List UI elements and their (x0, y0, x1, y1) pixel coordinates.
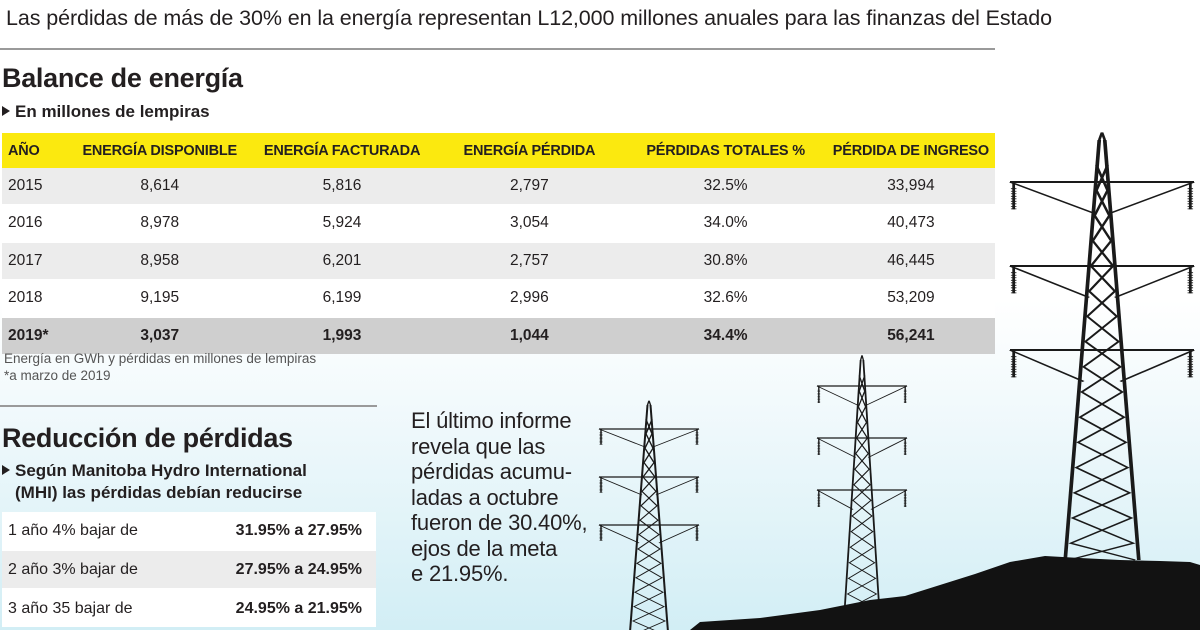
reduction-subtitle: Según Manitoba Hydro International (MHI)… (2, 460, 307, 504)
header-year: AÑO (2, 133, 70, 168)
header-available: ENERGÍA DISPONIBLE (69, 133, 250, 168)
transmission-tower-icon (815, 353, 909, 622)
balance-subtitle-text: En millones de lempiras (15, 102, 210, 121)
hill-silhouette (690, 556, 1200, 630)
divider-mid (0, 405, 377, 407)
cell-year: 2017 (2, 241, 70, 280)
reduction-subtitle-line2: (MHI) las pérdidas debían reducirse (15, 483, 303, 502)
transmission-tower-icon (597, 399, 701, 630)
report-line: pérdidas acumu- (411, 459, 572, 484)
report-line: ladas a octubre (411, 484, 559, 510)
reduction-range: 31.95% a 27.95% (186, 512, 376, 550)
reduction-year: 1 año 4% bajar de (2, 512, 187, 550)
report-line: ejos de la meta (411, 535, 558, 561)
cell-income-loss: 46,445 (826, 241, 995, 280)
header-lost: ENERGÍA PÉRDIDA (434, 133, 625, 168)
cell-lost: 2,797 (434, 168, 625, 205)
divider-top (0, 48, 995, 50)
header-billed: ENERGÍA FACTURADA (249, 133, 435, 168)
report-line: El último informe (411, 408, 572, 433)
cell-available: 9,195 (69, 278, 250, 317)
cell-income-loss: 56,241 (826, 316, 995, 354)
table-row: 2018 9,195 6,199 2,996 32.6% 53,209 (2, 278, 995, 317)
cell-loss-pct: 32.5% (624, 168, 827, 205)
reduction-year: 3 año 35 bajar de (2, 588, 187, 627)
table-row: 2 año 3% bajar de 27.95% a 24.95% (2, 549, 376, 589)
header-loss-pct: PÉRDIDAS TOTALES % (624, 133, 827, 168)
cell-income-loss: 53,209 (826, 278, 995, 317)
reduction-range: 24.95% a 21.95% (186, 588, 376, 627)
cell-billed: 5,924 (249, 203, 435, 242)
cell-lost: 2,757 (434, 241, 625, 280)
report-line: revela que las (411, 433, 546, 459)
table-row: 2016 8,978 5,924 3,054 34.0% 40,473 (2, 203, 995, 242)
reduction-title: Reducción de pérdidas (2, 423, 293, 453)
triangle-bullet-icon (2, 465, 10, 475)
table-header-row: AÑO ENERGÍA DISPONIBLE ENERGÍA FACTURADA… (2, 133, 995, 168)
balance-subtitle: En millones de lempiras (2, 101, 210, 123)
cell-year: 2019* (2, 316, 70, 354)
cell-billed: 1,993 (249, 316, 435, 354)
balance-note: Energía en GWh y pérdidas en millones de… (4, 351, 317, 366)
cell-available: 8,958 (69, 241, 250, 280)
energy-balance-table: AÑO ENERGÍA DISPONIBLE ENERGÍA FACTURADA… (2, 133, 995, 354)
cell-billed: 6,201 (249, 241, 435, 280)
cell-year: 2015 (2, 168, 70, 205)
cell-year: 2016 (2, 203, 70, 242)
report-text: El último informe revela que las pérdida… (411, 408, 611, 587)
cell-loss-pct: 32.6% (624, 278, 827, 317)
triangle-bullet-icon (2, 106, 10, 116)
cell-loss-pct: 34.4% (624, 316, 827, 354)
reduction-range: 27.95% a 24.95% (186, 549, 376, 589)
cell-available: 8,614 (69, 168, 250, 205)
reduction-table: 1 año 4% bajar de 31.95% a 27.95% 2 año … (2, 512, 376, 627)
cell-available: 3,037 (69, 316, 250, 354)
cell-billed: 6,199 (249, 278, 435, 317)
cell-year: 2018 (2, 278, 70, 317)
cell-lost: 3,054 (434, 203, 625, 242)
table-row: 3 año 35 bajar de 24.95% a 21.95% (2, 588, 376, 627)
table-row: 2017 8,958 6,201 2,757 30.8% 46,445 (2, 241, 995, 280)
cell-loss-pct: 34.0% (624, 203, 827, 242)
balance-title: Balance de energía (2, 63, 243, 93)
table-row-highlight: 2019* 3,037 1,993 1,044 34.4% 56,241 (2, 316, 995, 354)
report-line: e 21.95%. (411, 561, 509, 586)
transmission-tower-icon (1010, 132, 1194, 560)
report-line: fueron de 30.40%, (411, 510, 588, 535)
cell-billed: 5,816 (249, 168, 435, 205)
cell-loss-pct: 30.8% (624, 241, 827, 280)
table-row: 2015 8,614 5,816 2,797 32.5% 33,994 (2, 168, 995, 205)
cell-available: 8,978 (69, 203, 250, 242)
reduction-subtitle-line1: Según Manitoba Hydro International (15, 461, 307, 480)
reduction-year: 2 año 3% bajar de (2, 549, 187, 589)
header-income-loss: PÉRDIDA DE INGRESO (826, 133, 995, 168)
cell-income-loss: 33,994 (826, 168, 995, 205)
cell-lost: 1,044 (434, 316, 625, 354)
cell-lost: 2,996 (434, 278, 625, 317)
cell-income-loss: 40,473 (826, 203, 995, 242)
table-row: 1 año 4% bajar de 31.95% a 27.95% (2, 512, 376, 550)
headline: Las pérdidas de más de 30% en la energía… (6, 6, 1052, 30)
balance-footnote: *a marzo de 2019 (4, 368, 111, 383)
